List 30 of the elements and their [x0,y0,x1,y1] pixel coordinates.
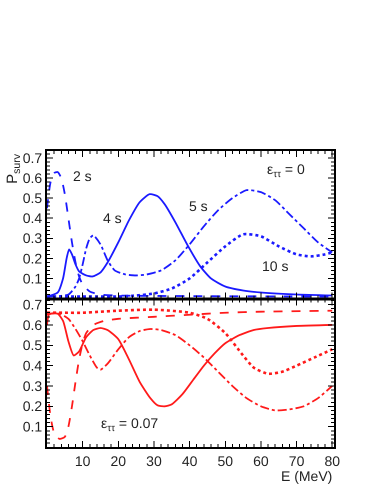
y-tick-label: 0.3 [22,230,42,246]
x-tick-label: 80 [324,452,340,469]
x-tick-label: 60 [253,452,269,469]
annotation: ε$_{ττ}$ = 0.07 [101,415,158,434]
annotation: ε$_{ττ}$ = 0 [267,161,305,180]
y-tick-label: 0.5 [22,190,42,206]
y-tick-label: 0.2 [22,398,42,414]
y-tick-label: 0.7 [22,296,42,312]
y-tick-label: 0.3 [22,378,42,394]
x-tick-label: 30 [146,452,162,469]
x-tick-label: 70 [288,452,305,469]
annotation: 2 s [73,168,92,184]
x-tick-label: 50 [217,452,234,469]
y-tick-label: 0.6 [22,316,42,333]
y-tick-label: 0.2 [22,250,42,266]
annotation: 10 s [262,258,288,274]
x-tick-label: 40 [182,452,198,469]
y-tick-label: 0.7 [22,150,42,166]
annotation: 5 s [189,198,208,214]
annotation: 4 s [103,210,122,226]
y-tick-label: 0.1 [22,270,42,286]
x-tick-label: 10 [74,452,91,469]
line-series [47,310,334,440]
x-axis-title: E (MeV) [281,468,332,484]
y-tick-label: 0.6 [22,170,42,186]
y-tick-label: 0.5 [22,337,42,354]
y-tick-label: 0.1 [22,418,42,435]
y-tick-label: 0.4 [22,210,42,226]
x-tick-label: 20 [110,452,126,469]
y-tick-label: 0.4 [22,358,42,374]
